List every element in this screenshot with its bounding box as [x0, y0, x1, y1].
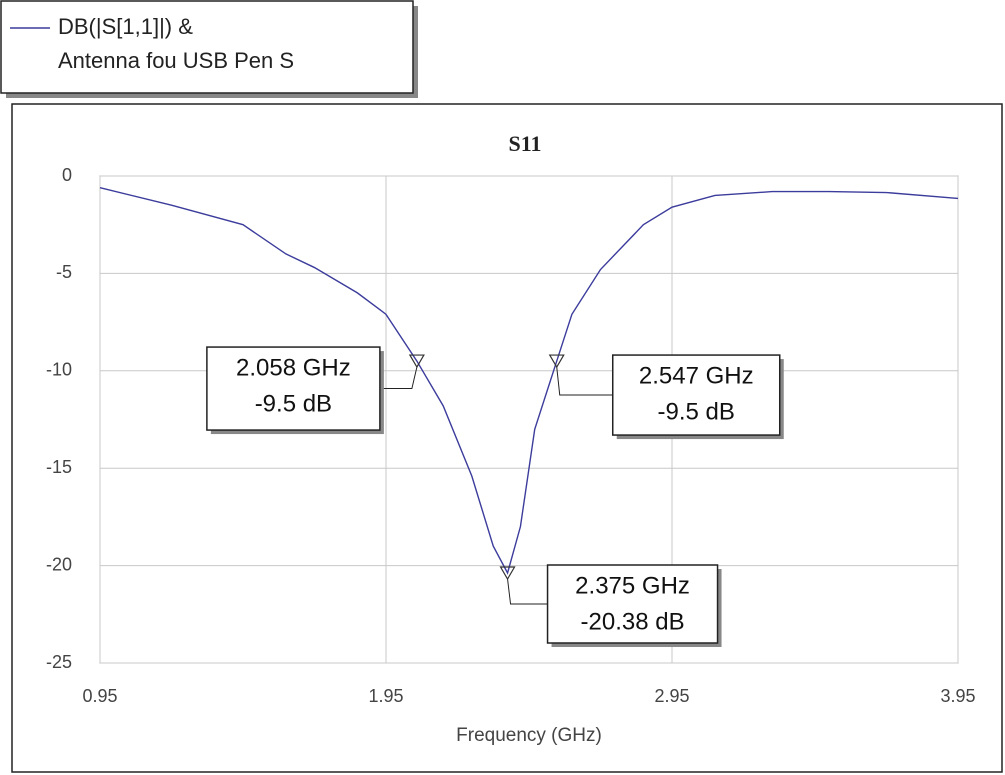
marker: [408, 354, 425, 369]
y-tick-label: 0: [62, 165, 72, 185]
annotation-label: -9.5 dB: [255, 390, 332, 417]
x-tick-label: 3.95: [940, 686, 975, 706]
legend: [0, 0, 414, 94]
y-tick-label: -20: [46, 554, 72, 574]
x-tick-label: 1.95: [368, 686, 403, 706]
chart-title: S11: [508, 131, 541, 156]
legend-label: Antenna fou USB Pen S: [58, 48, 294, 73]
y-tick-label: -10: [46, 360, 72, 380]
annotation-box: [611, 354, 781, 436]
marker: [548, 354, 565, 369]
annotation-box: [206, 346, 381, 431]
annotation-label: 2.375 GHz: [575, 572, 690, 599]
annotation-label: 2.547 GHz: [639, 362, 754, 389]
x-tick-label: 2.95: [654, 686, 689, 706]
y-tick-label: -25: [46, 652, 72, 672]
legend-label: DB(|S[1,1]|) &: [58, 14, 193, 39]
x-axis-label: Frequency (GHz): [456, 725, 602, 746]
marker: [499, 566, 516, 581]
annotation-label: 2.058 GHz: [236, 354, 351, 381]
leader-line: [379, 366, 418, 390]
data-line: [99, 187, 959, 575]
annotation-label: -20.38 dB: [581, 608, 685, 635]
leader-line: [507, 578, 548, 605]
x-tick-label: 0.95: [82, 686, 117, 706]
annotation-label: -9.5 dB: [658, 398, 735, 425]
leader-line: [556, 367, 613, 396]
y-tick-label: -15: [46, 457, 72, 477]
y-tick-label: -5: [56, 262, 72, 282]
annotation-box: [546, 564, 719, 644]
